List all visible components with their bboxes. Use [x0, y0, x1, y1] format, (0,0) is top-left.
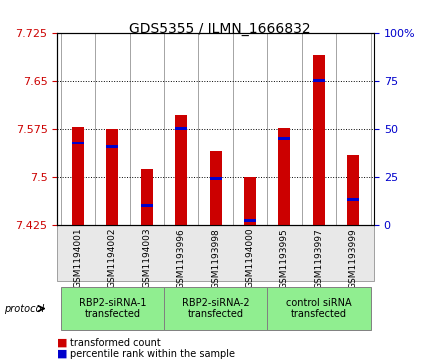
Bar — [141, 204, 153, 207]
Text: protocol: protocol — [4, 303, 44, 314]
Text: ■: ■ — [57, 349, 68, 359]
Text: control siRNA
transfected: control siRNA transfected — [286, 298, 352, 319]
Bar — [313, 79, 325, 82]
Bar — [106, 129, 118, 225]
Bar — [175, 127, 187, 130]
Bar — [209, 151, 222, 225]
Bar — [244, 177, 256, 225]
Bar — [279, 127, 290, 225]
Text: ■: ■ — [57, 338, 68, 348]
Bar — [347, 198, 359, 201]
Text: GDS5355 / ILMN_1666832: GDS5355 / ILMN_1666832 — [129, 22, 311, 36]
Bar — [313, 55, 325, 225]
Text: RBP2-siRNA-1
transfected: RBP2-siRNA-1 transfected — [79, 298, 146, 319]
Text: RBP2-siRNA-2
transfected: RBP2-siRNA-2 transfected — [182, 298, 249, 319]
Bar — [279, 137, 290, 140]
Bar — [106, 145, 118, 148]
Text: transformed count: transformed count — [70, 338, 161, 348]
Bar — [209, 177, 222, 180]
Bar — [244, 219, 256, 222]
Bar — [72, 127, 84, 225]
Text: percentile rank within the sample: percentile rank within the sample — [70, 349, 235, 359]
Bar — [347, 155, 359, 225]
Bar — [72, 142, 84, 144]
Bar — [141, 169, 153, 225]
Bar — [175, 115, 187, 225]
